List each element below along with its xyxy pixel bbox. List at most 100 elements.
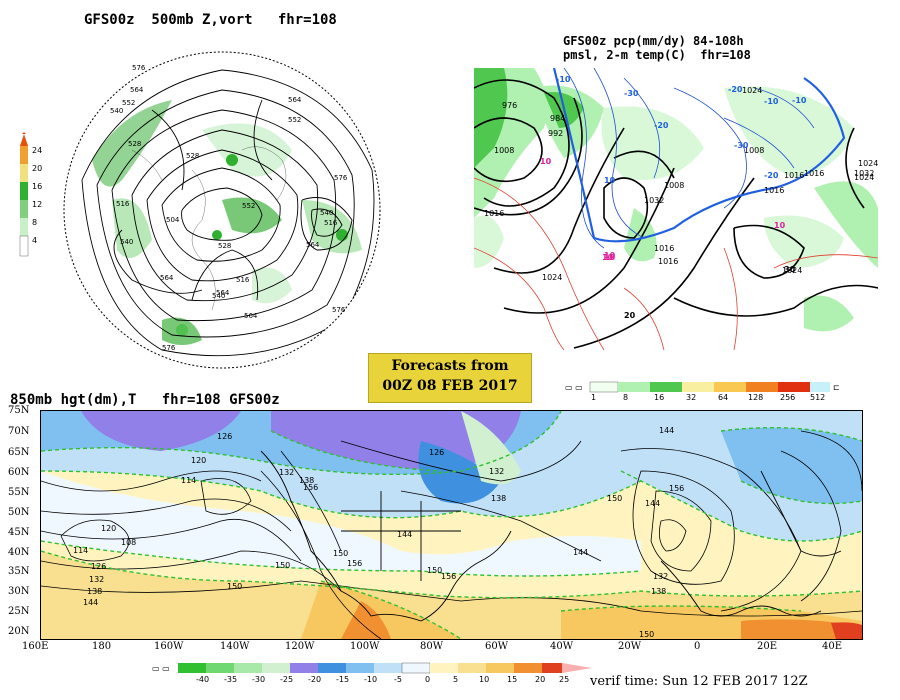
svg-text:20: 20 bbox=[624, 311, 636, 320]
svg-text:132: 132 bbox=[89, 575, 104, 584]
svg-text:108: 108 bbox=[121, 538, 136, 547]
svg-text:144: 144 bbox=[645, 499, 660, 508]
svg-text:576: 576 bbox=[332, 306, 346, 314]
svg-text:576: 576 bbox=[162, 344, 176, 352]
svg-text:992: 992 bbox=[548, 129, 563, 138]
pcp-colorbar: ▭ ▭ ⊏ 1 8 16 32 64 128 256 512 bbox=[565, 380, 850, 404]
pcp-map: 976 984 992 1008 1016 1024 1032 1016 102… bbox=[474, 68, 878, 350]
pcp-panel-title-line1: GFS00z pcp(mm/dy) 84-108h bbox=[563, 34, 744, 48]
lon-label: 40W bbox=[550, 641, 574, 652]
svg-text:564: 564 bbox=[244, 312, 258, 320]
lat-label: 55N bbox=[8, 487, 30, 498]
pcp-cb-label: 64 bbox=[718, 393, 729, 402]
svg-text:150: 150 bbox=[607, 494, 622, 503]
vort-cb-label: 16 bbox=[32, 182, 43, 191]
hgt-label: 126 bbox=[217, 432, 232, 441]
svg-text:-30: -30 bbox=[624, 89, 639, 98]
vort-cb-label: 20 bbox=[32, 164, 43, 173]
pcp-cb-label: 8 bbox=[623, 393, 629, 402]
svg-text:540: 540 bbox=[212, 292, 225, 300]
svg-text:516: 516 bbox=[116, 200, 130, 208]
h850-cb-label: -30 bbox=[252, 675, 266, 684]
svg-text:-10: -10 bbox=[792, 96, 807, 105]
vort-map: 576 564 552 540 528 516 504 564 552 540 … bbox=[62, 50, 392, 370]
lon-label: 160E bbox=[22, 641, 49, 652]
h850-cb-label: 25 bbox=[559, 675, 570, 684]
lon-label: 20E bbox=[757, 641, 778, 652]
lat-label: 40N bbox=[8, 547, 30, 558]
lat-label: 70N bbox=[8, 426, 30, 437]
svg-text:-10: -10 bbox=[764, 97, 779, 106]
lon-label: 20W bbox=[618, 641, 642, 652]
lon-axis: 160E 180 160W 140W 120W 100W 80W 60W 40W… bbox=[22, 641, 882, 655]
h850-cb-label: -5 bbox=[394, 675, 402, 684]
lat-axis: 75N 70N 65N 60N 55N 50N 45N 40N 35N 30N … bbox=[8, 405, 40, 640]
pcp-temp-label: -10 bbox=[556, 75, 571, 84]
h850-panel-title: 850mb hgt(dm),T fhr=108 GFS00z bbox=[10, 392, 280, 408]
lat-label: 20N bbox=[8, 626, 30, 637]
svg-text:1016: 1016 bbox=[804, 169, 824, 178]
lat-label: 50N bbox=[8, 507, 30, 518]
svg-text:-20: -20 bbox=[764, 171, 779, 180]
lat-label: 75N bbox=[8, 405, 30, 416]
pcp-isobar-label: 976 bbox=[502, 101, 517, 110]
svg-text:132: 132 bbox=[489, 467, 504, 476]
svg-text:540: 540 bbox=[320, 209, 333, 217]
lat-label: 30N bbox=[8, 586, 30, 597]
svg-text:144: 144 bbox=[83, 598, 98, 607]
svg-text:-20: -20 bbox=[654, 121, 669, 130]
svg-text:1016: 1016 bbox=[764, 186, 784, 195]
svg-text:1024: 1024 bbox=[542, 273, 562, 282]
svg-text:552: 552 bbox=[288, 116, 301, 124]
verif-time: verif time: Sun 12 FEB 2017 12Z bbox=[590, 674, 808, 689]
forecast-line1: Forecasts from bbox=[391, 358, 509, 374]
lat-label: 60N bbox=[8, 467, 30, 478]
svg-text:10: 10 bbox=[774, 221, 786, 230]
svg-text:132: 132 bbox=[653, 572, 668, 581]
svg-text:528: 528 bbox=[218, 242, 231, 250]
svg-text:1024: 1024 bbox=[858, 159, 878, 168]
svg-text:10: 10 bbox=[602, 253, 614, 262]
lat-label: 45N bbox=[8, 527, 30, 538]
svg-text:120: 120 bbox=[191, 456, 206, 465]
svg-text:150: 150 bbox=[639, 630, 654, 639]
lat-label: 35N bbox=[8, 566, 30, 577]
pcp-cb-label: 128 bbox=[748, 393, 764, 402]
pcp-cb-label: 16 bbox=[654, 393, 665, 402]
svg-text:150: 150 bbox=[275, 561, 290, 570]
svg-text:138: 138 bbox=[651, 587, 666, 596]
vort-cb-label: 24 bbox=[32, 146, 43, 155]
h850-cb-label: 15 bbox=[507, 675, 518, 684]
svg-text:1016: 1016 bbox=[654, 244, 674, 253]
h850-cb-label: -40 bbox=[196, 675, 210, 684]
lon-label: 180 bbox=[92, 641, 112, 652]
svg-text:10: 10 bbox=[604, 176, 616, 185]
vort-cb-label: 8 bbox=[32, 218, 38, 227]
svg-text:150: 150 bbox=[427, 566, 442, 575]
vort-contour-label: 576 bbox=[132, 64, 146, 72]
vort-cb-label: 4 bbox=[32, 236, 38, 245]
svg-text:144: 144 bbox=[397, 530, 412, 539]
svg-text:138: 138 bbox=[299, 476, 314, 485]
svg-text:1008: 1008 bbox=[494, 146, 514, 155]
lon-label: 140W bbox=[220, 641, 250, 652]
lon-label: 120W bbox=[285, 641, 315, 652]
svg-text:564: 564 bbox=[130, 86, 144, 94]
lon-label: 80W bbox=[420, 641, 444, 652]
h850-cb-label: -35 bbox=[224, 675, 238, 684]
svg-text:150: 150 bbox=[333, 549, 348, 558]
svg-text:564: 564 bbox=[306, 241, 320, 249]
forecast-info-box: Forecasts from 00Z 08 FEB 2017 bbox=[368, 353, 532, 403]
h850-map: 126 120 114 132 138 150 156 126 132 138 … bbox=[40, 410, 863, 640]
svg-text:504: 504 bbox=[166, 216, 180, 224]
svg-text:▭ ▭: ▭ ▭ bbox=[565, 383, 583, 392]
svg-text:10: 10 bbox=[604, 253, 616, 262]
svg-text:156: 156 bbox=[303, 483, 318, 492]
svg-text:984: 984 bbox=[550, 114, 565, 123]
svg-text:138: 138 bbox=[87, 587, 102, 596]
svg-text:564: 564 bbox=[160, 274, 174, 282]
h850-cb-label: 5 bbox=[453, 675, 459, 684]
svg-text:552: 552 bbox=[242, 202, 255, 210]
svg-text:528: 528 bbox=[186, 152, 199, 160]
pcp-cb-label: 32 bbox=[686, 393, 697, 402]
